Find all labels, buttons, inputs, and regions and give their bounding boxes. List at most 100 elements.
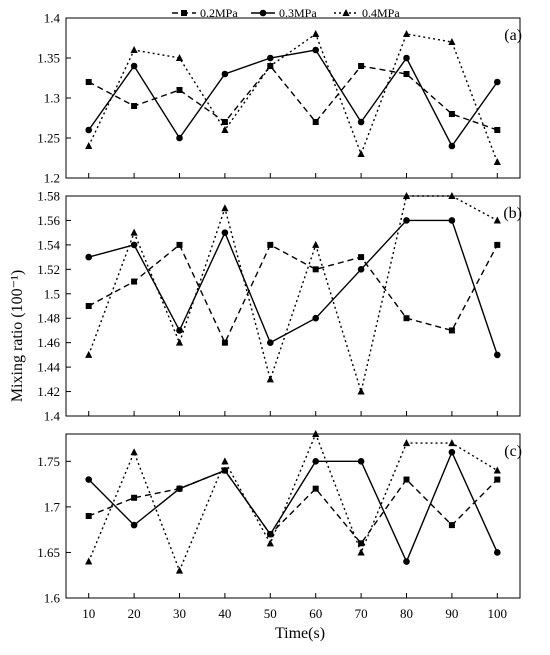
series-0.4MPa: [85, 30, 501, 165]
y-tick-label: 1.4: [44, 409, 61, 424]
x-tick-label: 80: [400, 606, 413, 621]
legend-label: 0.3MPa: [279, 6, 317, 20]
data-point: [448, 142, 456, 150]
data-point: [403, 217, 410, 224]
data-point: [221, 339, 228, 346]
data-point: [403, 315, 410, 322]
series-line: [88, 195, 498, 395]
series-line: [88, 469, 498, 545]
y-tick-label: 1.65: [37, 545, 60, 560]
data-point: [312, 30, 320, 37]
data-point: [85, 557, 93, 565]
data-point: [494, 351, 501, 359]
series-0.4MPa: [85, 192, 501, 395]
data-point: [221, 229, 229, 236]
data-point: [403, 476, 410, 483]
data-point: [403, 558, 410, 565]
legend-marker: [259, 9, 267, 17]
data-point: [221, 204, 229, 212]
data-point: [130, 448, 138, 456]
data-point: [176, 241, 183, 248]
data-point: [358, 540, 365, 547]
data-point: [85, 303, 92, 309]
data-point: [221, 457, 229, 465]
data-point: [130, 46, 138, 53]
chart-panel-3: 1.6 1.65 1.7 1.75 10 20 30 40 50 60 70 80 90 100 (c): [37, 430, 522, 621]
series-0.4MPa: [85, 430, 501, 574]
data-point: [403, 71, 410, 77]
data-point: [85, 350, 93, 358]
chart-legend: 0.2MPa 0.3MPa 0.4MPa: [172, 6, 400, 20]
plot-frame: [65, 433, 521, 599]
x-tick-label: 30: [173, 606, 186, 621]
data-point: [130, 241, 138, 249]
data-point: [357, 150, 365, 157]
chart-panel-2: 1.4 1.42 1.44 1.46 1.48 1.5 1.52 1.54 1.56 1.58 (b…: [37, 189, 522, 424]
x-tick-label: 40: [218, 606, 231, 621]
plot-frame: [65, 195, 521, 417]
series-line: [88, 49, 498, 148]
y-tick-label: 1.3: [44, 91, 60, 106]
data-point: [358, 63, 365, 69]
data-point: [448, 217, 456, 224]
legend-label: 0.4MPa: [362, 6, 400, 20]
data-point: [448, 38, 456, 45]
data-point: [357, 387, 365, 395]
series-0.3MPa: [85, 448, 501, 565]
y-tick-label: 1.7: [44, 499, 61, 514]
y-tick-label: 1.4: [44, 11, 61, 26]
data-point: [312, 240, 320, 248]
chart-panel-1: 1.2 1.25 1.3 1.35 1.4 (a): [37, 11, 522, 186]
series-line: [88, 243, 498, 345]
legend-marker: [342, 9, 350, 16]
data-point: [175, 338, 184, 346]
data-point: [494, 127, 501, 133]
data-point: [267, 54, 274, 62]
legend-item-0.3MPa: 0.3MPa: [251, 6, 317, 20]
data-point: [448, 522, 455, 529]
series-line: [88, 219, 498, 356]
series-line: [88, 64, 498, 131]
y-axis-title: Mixing ratio (100⁻¹): [9, 270, 26, 402]
x-tick-label: 60: [309, 606, 322, 621]
y-tick-label: 1.52: [37, 262, 60, 277]
data-point: [357, 266, 365, 273]
panel-label: (c): [504, 443, 522, 460]
data-point: [266, 539, 274, 547]
series-0.3MPa: [85, 217, 501, 359]
series-line: [88, 32, 498, 163]
legend-item-0.4MPa: 0.4MPa: [334, 6, 400, 20]
data-point: [312, 119, 319, 125]
data-point: [221, 126, 229, 133]
legend-item-0.2MPa: 0.2MPa: [172, 6, 238, 20]
data-point: [493, 466, 501, 474]
data-point: [312, 46, 320, 54]
data-point: [448, 192, 456, 199]
y-tick-label: 1.35: [37, 51, 60, 66]
data-point: [176, 134, 183, 142]
data-point: [175, 54, 184, 61]
data-point: [493, 158, 501, 165]
data-point: [267, 339, 274, 346]
data-point: [131, 494, 138, 501]
data-point: [266, 62, 274, 69]
data-point: [312, 485, 319, 492]
data-point: [221, 467, 229, 474]
data-point: [267, 530, 274, 538]
data-point: [312, 314, 320, 322]
data-point: [85, 476, 92, 483]
data-point: [402, 439, 411, 447]
data-point: [448, 111, 455, 117]
data-point: [221, 70, 229, 78]
data-point: [312, 430, 320, 437]
y-tick-label: 1.42: [37, 384, 60, 399]
data-point: [448, 448, 456, 456]
series-0.2MPa: [85, 63, 501, 133]
series-0.2MPa: [85, 241, 501, 346]
series-0.2MPa: [85, 467, 501, 547]
x-tick-label: 70: [355, 606, 368, 621]
data-point: [494, 241, 501, 248]
y-tick-label: 1.46: [37, 335, 60, 350]
chart-panels: 1.21.251.31.351.4(a)1.41.421.441.461.481…: [37, 11, 522, 622]
